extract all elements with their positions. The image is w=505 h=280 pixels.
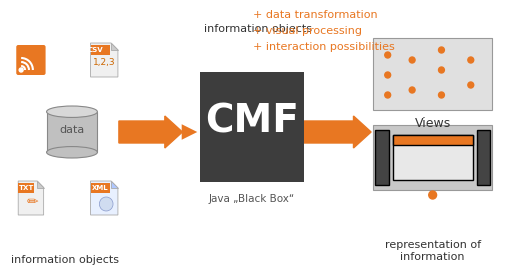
Text: XML: XML bbox=[92, 185, 109, 191]
Circle shape bbox=[438, 92, 444, 98]
FancyBboxPatch shape bbox=[90, 183, 110, 193]
FancyBboxPatch shape bbox=[90, 45, 110, 55]
FancyBboxPatch shape bbox=[376, 38, 492, 107]
Polygon shape bbox=[90, 43, 118, 77]
FancyBboxPatch shape bbox=[373, 38, 492, 110]
Polygon shape bbox=[111, 43, 118, 50]
Text: TXT: TXT bbox=[18, 185, 34, 191]
Text: ✏: ✏ bbox=[27, 195, 39, 209]
Text: CMF: CMF bbox=[205, 102, 299, 140]
Text: information: information bbox=[400, 252, 465, 262]
Bar bbox=[46, 112, 97, 152]
Text: data: data bbox=[60, 125, 85, 135]
Circle shape bbox=[409, 87, 415, 93]
Text: 1,2,3: 1,2,3 bbox=[93, 57, 116, 67]
Polygon shape bbox=[90, 181, 118, 215]
FancyArrow shape bbox=[119, 116, 182, 148]
Polygon shape bbox=[111, 181, 118, 188]
Text: information objects: information objects bbox=[204, 24, 312, 34]
Text: information objects: information objects bbox=[11, 255, 119, 265]
FancyBboxPatch shape bbox=[382, 38, 492, 101]
Text: Java „Black Box“: Java „Black Box“ bbox=[209, 194, 295, 204]
Text: + interaction possibilities: + interaction possibilities bbox=[253, 42, 394, 52]
FancyBboxPatch shape bbox=[392, 135, 473, 145]
FancyBboxPatch shape bbox=[375, 130, 389, 185]
Text: + data transformation: + data transformation bbox=[253, 10, 377, 20]
Circle shape bbox=[19, 68, 23, 72]
Circle shape bbox=[385, 72, 391, 78]
FancyBboxPatch shape bbox=[18, 183, 34, 193]
Circle shape bbox=[385, 52, 391, 58]
FancyBboxPatch shape bbox=[16, 45, 45, 75]
Ellipse shape bbox=[46, 146, 97, 158]
FancyBboxPatch shape bbox=[373, 125, 492, 190]
Text: representation of: representation of bbox=[385, 240, 481, 250]
Circle shape bbox=[438, 47, 444, 53]
Circle shape bbox=[429, 191, 437, 199]
Text: + visual processing: + visual processing bbox=[253, 26, 362, 36]
FancyBboxPatch shape bbox=[392, 135, 473, 180]
Circle shape bbox=[468, 82, 474, 88]
Circle shape bbox=[385, 92, 391, 98]
Text: CSV: CSV bbox=[88, 47, 104, 53]
FancyBboxPatch shape bbox=[477, 130, 490, 185]
FancyArrow shape bbox=[302, 116, 371, 148]
Circle shape bbox=[438, 67, 444, 73]
FancyBboxPatch shape bbox=[379, 38, 492, 104]
Ellipse shape bbox=[46, 106, 97, 117]
Polygon shape bbox=[18, 181, 43, 215]
Text: Views: Views bbox=[415, 117, 451, 130]
Circle shape bbox=[99, 197, 113, 211]
Polygon shape bbox=[37, 181, 43, 188]
Circle shape bbox=[468, 57, 474, 63]
FancyBboxPatch shape bbox=[200, 72, 304, 182]
Circle shape bbox=[409, 57, 415, 63]
